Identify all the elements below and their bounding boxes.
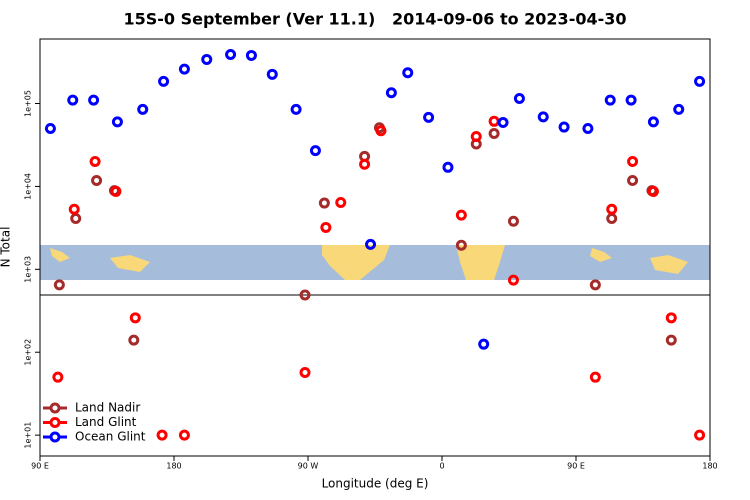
plot-frame — [39, 38, 711, 457]
x-tick-label: 0 — [439, 462, 444, 471]
point — [52, 371, 64, 383]
y-tick-label: 1e+04 — [24, 173, 33, 200]
point — [365, 238, 377, 250]
point — [67, 94, 79, 106]
point — [266, 68, 278, 80]
point — [558, 121, 570, 133]
point — [442, 161, 454, 173]
point — [507, 274, 519, 286]
point — [627, 174, 639, 186]
point — [89, 155, 101, 167]
point — [88, 94, 100, 106]
point — [53, 279, 65, 291]
x-tick-label: 90 W — [298, 462, 319, 471]
point — [299, 289, 311, 301]
point — [694, 429, 706, 441]
point — [137, 103, 149, 115]
point — [627, 155, 639, 167]
point — [513, 92, 525, 104]
point — [402, 67, 414, 79]
point — [320, 221, 332, 233]
point — [478, 338, 490, 350]
legend-label: Ocean Glint — [75, 430, 146, 444]
point — [245, 49, 257, 61]
point — [606, 213, 618, 225]
point — [604, 94, 616, 106]
legend-marker — [49, 417, 61, 428]
point — [128, 334, 140, 346]
point — [299, 366, 311, 378]
point — [111, 116, 123, 128]
y-tick-label: 1e+02 — [24, 339, 33, 366]
point — [589, 371, 601, 383]
x-tick-label: 90 E — [31, 462, 49, 471]
point — [318, 197, 330, 209]
x-tick-label: 180 — [166, 462, 181, 471]
point — [665, 312, 677, 324]
point — [225, 49, 237, 61]
point — [582, 122, 594, 134]
point — [647, 116, 659, 128]
point — [694, 75, 706, 87]
point — [385, 87, 397, 99]
point — [470, 131, 482, 143]
point — [290, 103, 302, 115]
point — [70, 213, 82, 225]
point — [537, 111, 549, 123]
point — [335, 196, 347, 208]
x-tick-label: 180 — [702, 462, 717, 471]
point — [375, 125, 387, 137]
point — [507, 215, 519, 227]
point — [178, 429, 190, 441]
point — [68, 203, 80, 215]
point — [129, 312, 141, 324]
point — [589, 279, 601, 291]
y-tick-label: 1e+01 — [24, 422, 33, 449]
y-tick-label: 1e+03 — [24, 256, 33, 283]
point — [606, 203, 618, 215]
point — [423, 111, 435, 123]
x-tick-label: 90 E — [567, 462, 585, 471]
point — [156, 429, 168, 441]
point — [455, 239, 467, 251]
point — [309, 145, 321, 157]
point — [110, 185, 122, 197]
legend-marker — [49, 431, 61, 443]
point — [44, 122, 56, 134]
map-strip — [40, 245, 710, 280]
point — [91, 174, 103, 186]
point — [497, 117, 509, 129]
point — [359, 158, 371, 170]
y-axis-label: N Total — [0, 227, 13, 268]
chart-title: 15S-0 September (Ver 11.1) 2014-09-06 to… — [124, 10, 627, 29]
point — [201, 53, 213, 65]
point — [665, 334, 677, 346]
legend-label: Land Nadir — [75, 401, 140, 415]
point — [178, 63, 190, 75]
point — [488, 115, 500, 127]
point — [647, 185, 659, 197]
y-tick-label: 1e+05 — [24, 90, 33, 117]
point — [158, 75, 170, 87]
legend-marker — [49, 402, 61, 414]
point — [455, 209, 467, 221]
x-axis-label: Longitude (deg E) — [322, 477, 429, 491]
point — [673, 103, 685, 115]
point — [488, 127, 500, 139]
point — [625, 94, 637, 106]
legend-label: Land Glint — [75, 415, 137, 429]
